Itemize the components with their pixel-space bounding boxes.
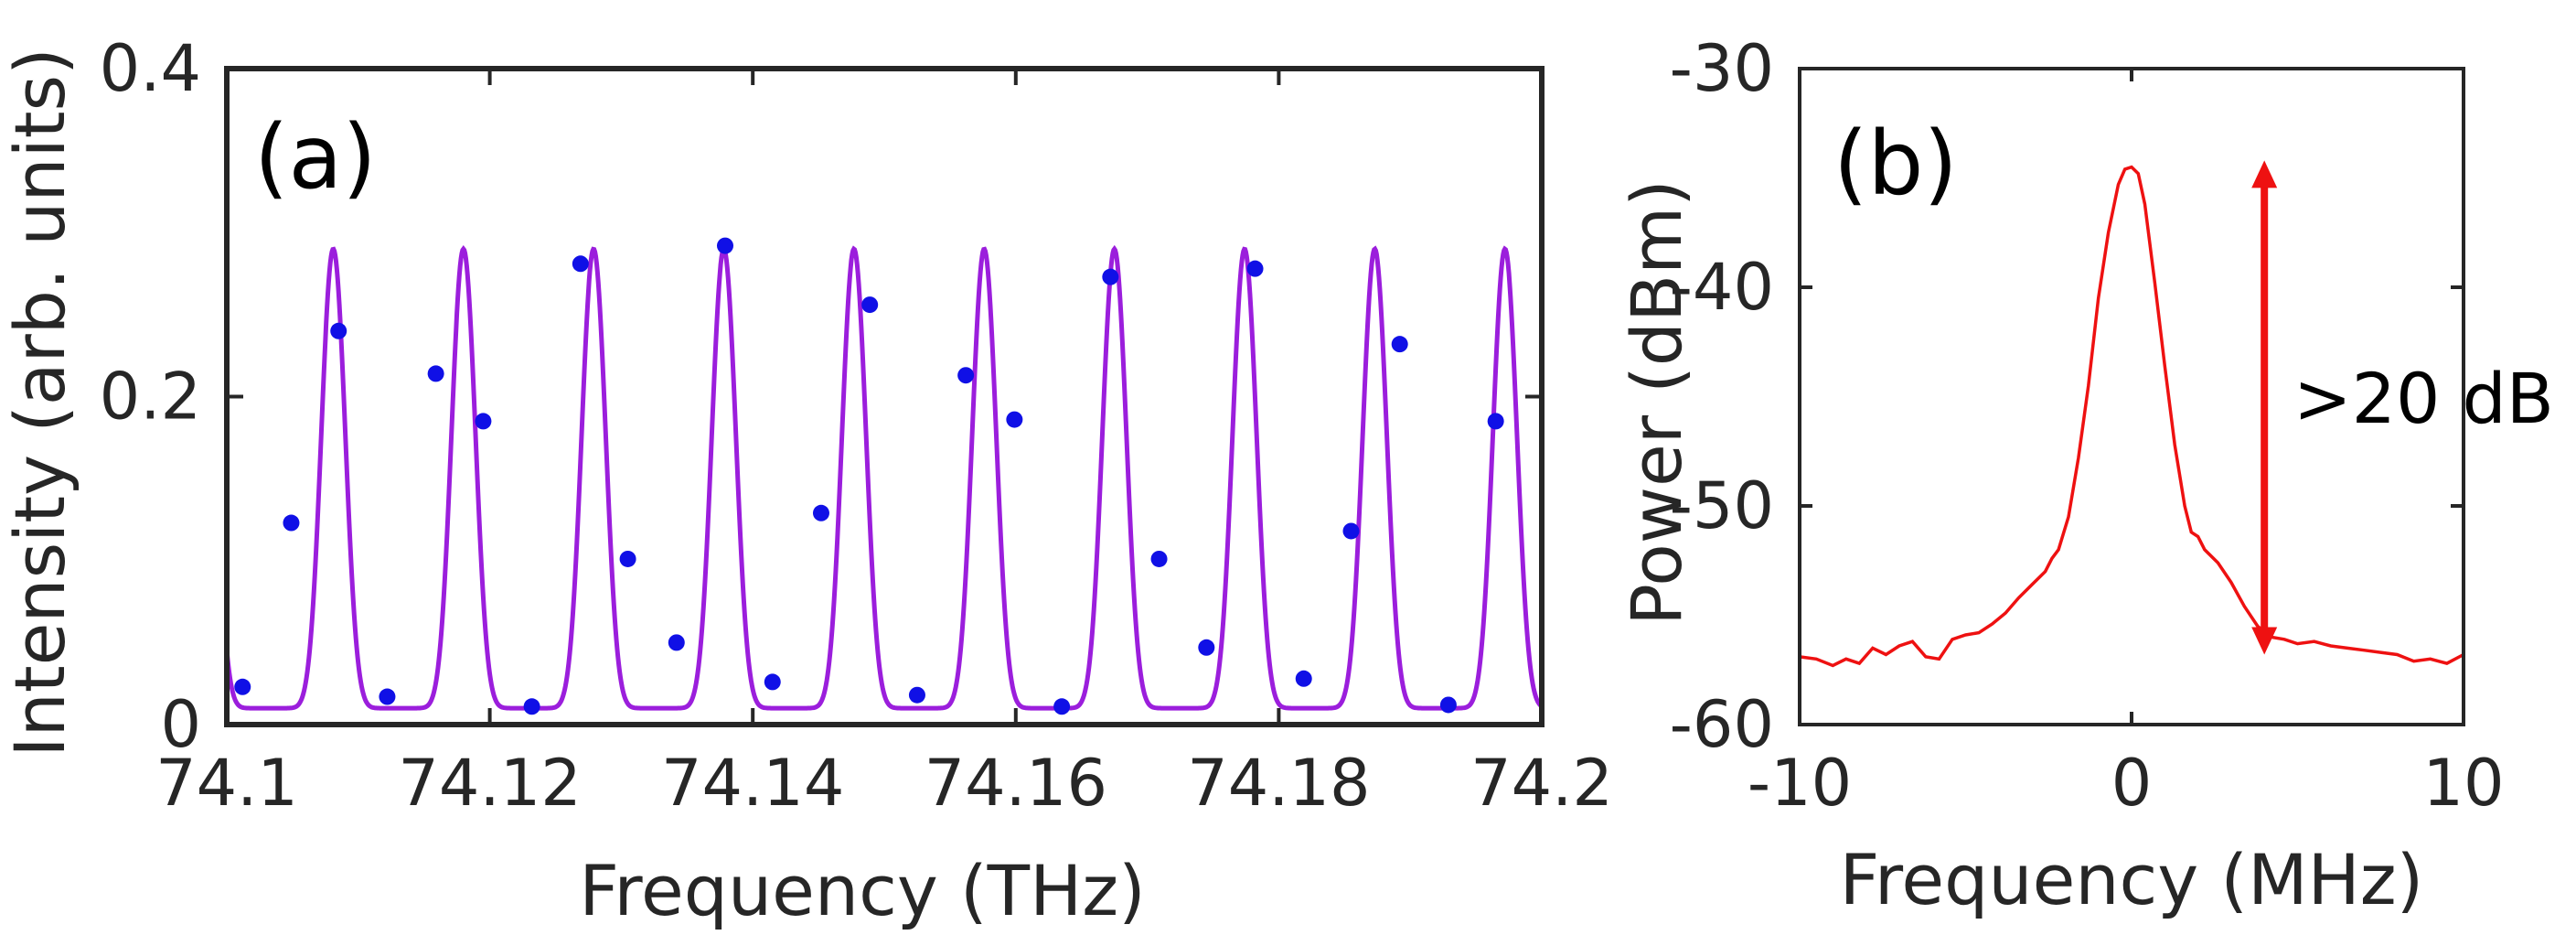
panel-b-label: (b)	[1833, 113, 1958, 215]
panel-a-ticks-group	[225, 67, 1544, 726]
panel-a-xtick-label: 74.18	[1187, 746, 1370, 821]
panel-a-xtick-label: 74.12	[398, 746, 581, 821]
panel-a-data-point	[1053, 698, 1071, 715]
panel-a-data-point	[283, 514, 300, 532]
panel-a-data-point	[1439, 696, 1457, 714]
panel-a-xtick-label: 74.2	[1470, 746, 1613, 821]
panel-b-ticks-group	[1798, 67, 2465, 726]
panel-b-xtick-label: 0	[2111, 746, 2153, 821]
panel-a-ytick-labels: 0 0.2 0.4	[100, 31, 201, 762]
panel-b-y-axis-label: Power (dBm)	[1616, 179, 1697, 626]
panel-a-data-point	[764, 673, 781, 691]
panel-a-data-point	[957, 367, 975, 384]
panel-b-ytick-label: -60	[1670, 687, 1774, 762]
panel-b-ytick-labels: -60 -50 -40 -30	[1670, 31, 1774, 762]
panel-a-data-point	[234, 678, 251, 695]
panel-b-arrow-group	[2251, 160, 2278, 655]
panel-a-ytick-label: 0.4	[100, 31, 201, 106]
panel-a-data-point	[668, 634, 685, 651]
panel-a-xtick-label: 74.1	[155, 746, 298, 821]
panel-b: -10 0 10 -60 -50 -40 -30 >20 dB (b) Frequency…	[1616, 31, 2554, 920]
panel-a-data-point	[1391, 336, 1408, 353]
panel-b-xtick-labels: -10 0 10	[1748, 746, 2505, 821]
panel-a-ytick-label: 0	[160, 687, 201, 762]
panel-a-xtick-labels: 74.1 74.12 74.14 74.16 74.18 74.2	[155, 746, 1613, 821]
panel-a-data-point	[861, 296, 879, 314]
panel-a-data-point	[1246, 260, 1264, 277]
panel-a-data-point	[475, 413, 492, 430]
panel-a-ytick-label: 0.2	[100, 360, 201, 435]
panel-a-markers-group	[234, 237, 1504, 715]
panel-b-xtick-label: -10	[1748, 746, 1852, 821]
panel-b-spectrum-line	[1799, 165, 2464, 668]
panel-a-fit-curve-group	[224, 244, 1544, 711]
panel-a-data-point	[1295, 670, 1312, 687]
panel-a-xtick-label: 74.16	[925, 746, 1107, 821]
panel-a-data-point	[1487, 413, 1504, 430]
panel-a-data-point	[812, 504, 829, 521]
panel-a-data-point	[1150, 550, 1168, 567]
panel-a-data-point	[1198, 639, 1215, 656]
panel-b-xtick-label: 10	[2422, 746, 2504, 821]
panel-a-data-point	[619, 550, 636, 567]
panel-b-x-axis-label: Frequency (MHz)	[1840, 839, 2424, 920]
panel-a-x-axis-label: Frequency (THz)	[579, 850, 1146, 931]
panel-a-data-point	[330, 322, 347, 339]
panel-b-arrow-head-down	[2251, 627, 2278, 655]
panel-b-spectrum-group	[1799, 165, 2464, 668]
panel-b-annotation: >20 dB	[2293, 358, 2554, 439]
panel-a-data-point	[572, 255, 589, 273]
panel-a-data-point	[717, 237, 734, 254]
panel-a-data-point	[908, 686, 925, 704]
panel-b-ytick-label: -30	[1670, 31, 1774, 106]
panel-a-axes-box	[224, 66, 1545, 727]
panel-b-ytick-label: -40	[1670, 250, 1774, 325]
panel-a-xtick-label: 74.14	[661, 746, 844, 821]
panel-a-fit-line	[224, 244, 1544, 711]
panel-b-ytick-label: -50	[1670, 468, 1774, 543]
panel-a-data-point	[1342, 522, 1360, 540]
panel-a: 74.1 74.12 74.14 74.16 74.18 74.2 0 0.2 0.4 (a)…	[0, 31, 1613, 931]
panel-a-data-point	[379, 688, 396, 705]
panel-a-data-point	[523, 698, 540, 715]
panel-a-y-axis-label: Intensity (arb. units)	[0, 48, 80, 757]
panel-a-data-point	[427, 365, 444, 382]
panel-a-label: (a)	[254, 106, 377, 209]
panel-b-arrow-head-up	[2251, 160, 2278, 188]
panel-a-data-point	[1102, 268, 1119, 285]
panel-a-data-point	[1006, 411, 1023, 428]
